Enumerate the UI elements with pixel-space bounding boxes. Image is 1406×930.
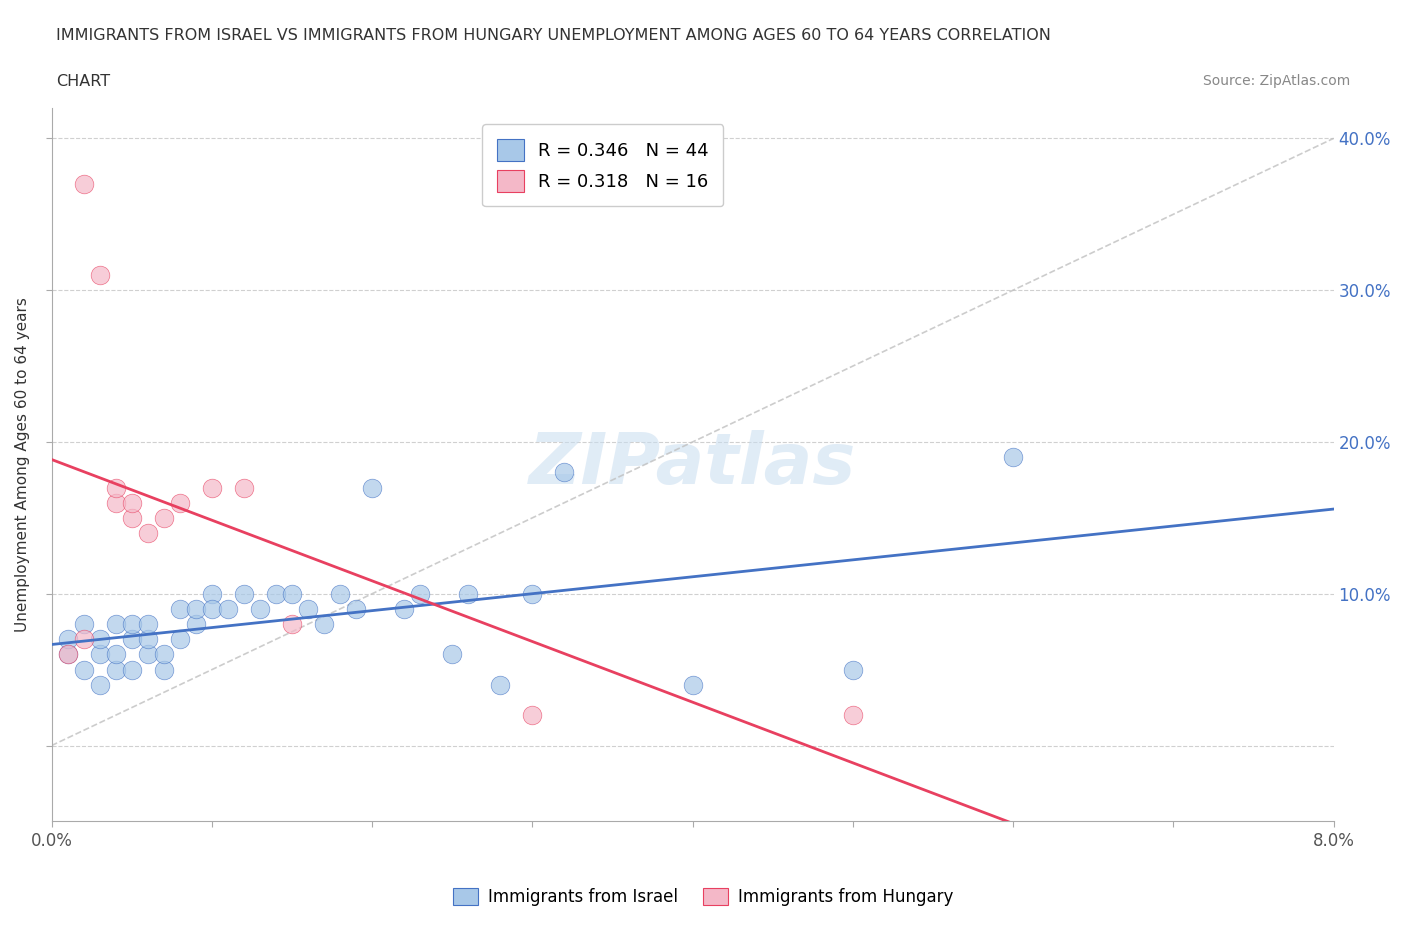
Text: ZIPatlas: ZIPatlas [529, 431, 856, 499]
Point [169, 496, 191, 511]
Point [72, 617, 94, 631]
Point [281, 617, 304, 631]
Point [169, 631, 191, 646]
Point [842, 662, 865, 677]
Point [281, 586, 304, 601]
Point [201, 602, 224, 617]
Point [72, 177, 94, 192]
Point [72, 631, 94, 646]
Point [201, 586, 224, 601]
Point [329, 586, 352, 601]
Point [136, 631, 159, 646]
Point [56, 647, 79, 662]
Point [72, 662, 94, 677]
Point [152, 511, 174, 525]
Point [136, 647, 159, 662]
Point [104, 480, 127, 495]
Point [522, 586, 544, 601]
Point [264, 586, 287, 601]
Point [121, 511, 143, 525]
Point [152, 647, 174, 662]
Point [152, 662, 174, 677]
Point [842, 708, 865, 723]
Point [682, 677, 704, 692]
Point [136, 617, 159, 631]
Point [104, 496, 127, 511]
Text: Source: ZipAtlas.com: Source: ZipAtlas.com [1202, 74, 1350, 88]
Point [409, 586, 432, 601]
Legend: Immigrants from Israel, Immigrants from Hungary: Immigrants from Israel, Immigrants from … [446, 881, 960, 912]
Point [184, 617, 207, 631]
Text: CHART: CHART [56, 74, 110, 89]
Y-axis label: Unemployment Among Ages 60 to 64 years: Unemployment Among Ages 60 to 64 years [15, 298, 30, 632]
Point [169, 602, 191, 617]
Point [232, 586, 254, 601]
Point [249, 602, 271, 617]
Point [121, 662, 143, 677]
Point [104, 662, 127, 677]
Point [89, 677, 111, 692]
Point [457, 586, 479, 601]
Text: IMMIGRANTS FROM ISRAEL VS IMMIGRANTS FROM HUNGARY UNEMPLOYMENT AMONG AGES 60 TO : IMMIGRANTS FROM ISRAEL VS IMMIGRANTS FRO… [56, 28, 1052, 43]
Point [104, 647, 127, 662]
Point [89, 647, 111, 662]
Legend: R = 0.346   N = 44, R = 0.318   N = 16: R = 0.346 N = 44, R = 0.318 N = 16 [482, 125, 723, 206]
Point [297, 602, 319, 617]
Point [361, 480, 384, 495]
Point [489, 677, 512, 692]
Point [56, 631, 79, 646]
Point [184, 602, 207, 617]
Point [136, 525, 159, 540]
Point [121, 496, 143, 511]
Point [553, 465, 575, 480]
Point [344, 602, 367, 617]
Point [56, 647, 79, 662]
Point [121, 631, 143, 646]
Point [232, 480, 254, 495]
Point [441, 647, 464, 662]
Point [201, 480, 224, 495]
Point [121, 617, 143, 631]
Point [312, 617, 335, 631]
Point [392, 602, 415, 617]
Point [89, 631, 111, 646]
Point [89, 268, 111, 283]
Point [522, 708, 544, 723]
Point [217, 602, 239, 617]
Point [104, 617, 127, 631]
Point [1002, 450, 1025, 465]
